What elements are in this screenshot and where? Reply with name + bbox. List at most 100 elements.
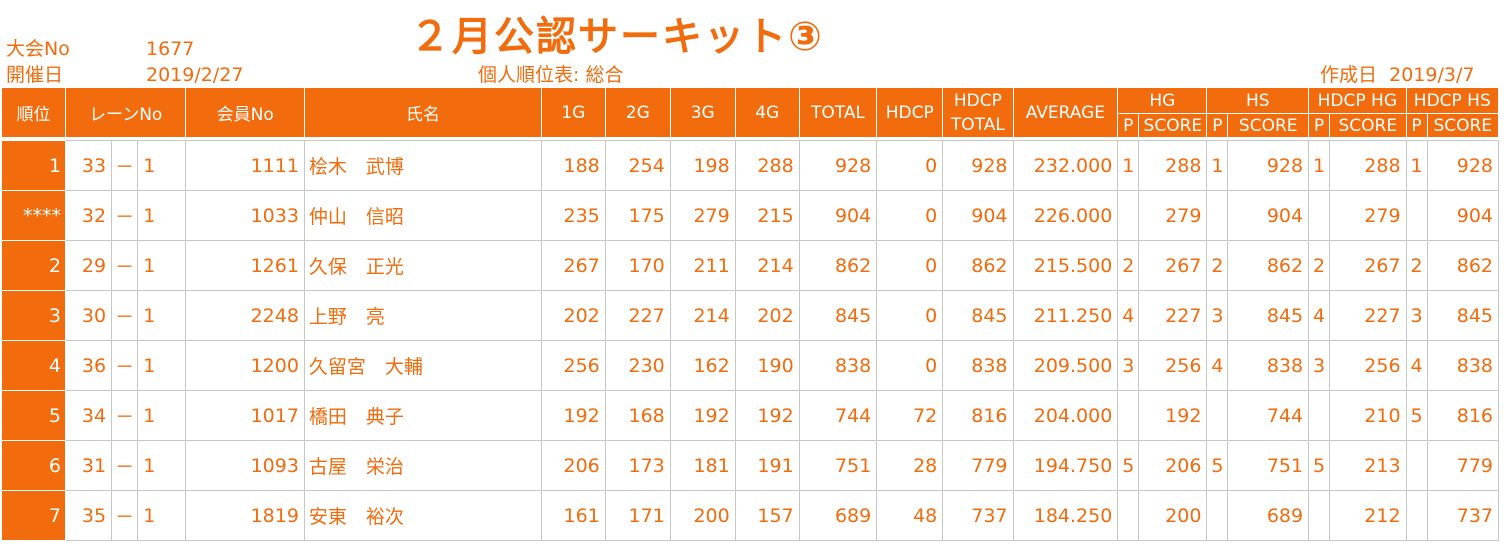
hdcp-total-cell: 816 xyxy=(942,390,1014,441)
hdcp-hs-place-cell: 5 xyxy=(1405,390,1428,441)
header-name: 氏名 xyxy=(303,87,542,138)
rank-cell: 7 xyxy=(1,490,66,541)
member-no-cell: 1200 xyxy=(185,340,305,391)
header-total: TOTAL xyxy=(798,87,878,138)
member-no-cell: 1093 xyxy=(185,440,305,491)
hdcp-hg-score-cell: 267 xyxy=(1329,240,1407,291)
hg-score-cell: 279 xyxy=(1138,190,1208,241)
hs-place-cell xyxy=(1206,490,1229,541)
hg-place-cell: 2 xyxy=(1117,240,1140,291)
hdcp-cell: 28 xyxy=(876,440,944,491)
game2-cell: 175 xyxy=(604,190,671,241)
hs-score-cell: 928 xyxy=(1227,140,1310,191)
hg-score-cell: 192 xyxy=(1138,390,1208,441)
tournament-no-value: 1677 xyxy=(146,38,195,60)
hdcp-hg-score-cell: 288 xyxy=(1329,140,1407,191)
game3-cell: 198 xyxy=(669,140,736,191)
lane-sub-cell: 1 xyxy=(137,390,187,441)
rank-cell: 4 xyxy=(1,340,66,391)
header-hdcp-total-line2: TOTAL xyxy=(950,114,1005,135)
hdcp-hs-place-cell xyxy=(1405,490,1428,541)
average-cell: 204.000 xyxy=(1012,390,1119,441)
lane-separator: － xyxy=(111,240,139,291)
hdcp-cell: 0 xyxy=(876,290,944,341)
hg-place-cell xyxy=(1117,190,1140,241)
game3-cell: 211 xyxy=(669,240,736,291)
header-member: 会員No xyxy=(185,87,305,138)
hdcp-total-cell: 928 xyxy=(942,140,1014,191)
hdcp-hg-place-cell: 5 xyxy=(1308,440,1331,491)
hdcp-hg-score-cell: 213 xyxy=(1329,440,1407,491)
hdcp-hg-place-cell xyxy=(1308,390,1331,441)
player-name-cell: 上野 亮 xyxy=(303,290,542,341)
game1-cell: 202 xyxy=(540,290,606,341)
lane-sub-cell: 1 xyxy=(137,240,187,291)
game2-cell: 230 xyxy=(604,340,671,391)
table-row: 3 30 － 1 2248 上野 亮 202 227 214 202 845 0… xyxy=(1,290,1500,341)
hdcp-hs-place-cell: 4 xyxy=(1405,340,1428,391)
average-cell: 226.000 xyxy=(1012,190,1119,241)
created-date: 作成日 2019/3/7 xyxy=(1320,60,1474,87)
hs-score-cell: 862 xyxy=(1227,240,1310,291)
hdcp-hs-place-cell: 2 xyxy=(1405,240,1428,291)
hdcp-cell: 72 xyxy=(876,390,944,441)
lane-sub-cell: 1 xyxy=(137,340,187,391)
header-g1: 1G xyxy=(540,87,606,138)
member-no-cell: 1261 xyxy=(185,240,305,291)
lane-cell: 35 xyxy=(64,490,113,541)
header-hdcp-hs: HDCP HS xyxy=(1405,87,1500,114)
hdcp-hs-score-cell: 737 xyxy=(1426,490,1500,541)
hg-score-cell: 256 xyxy=(1138,340,1208,391)
hs-score-cell: 845 xyxy=(1227,290,1310,341)
header-hdcp-total-line1: HDCP xyxy=(953,90,1002,111)
total-cell: 845 xyxy=(798,290,878,341)
hdcp-hg-place-cell: 3 xyxy=(1308,340,1331,391)
hdcp-total-cell: 862 xyxy=(942,240,1014,291)
hs-place-cell: 4 xyxy=(1206,340,1229,391)
game1-cell: 256 xyxy=(540,340,606,391)
header-hdcp-hg-score: SCORE xyxy=(1329,113,1407,138)
rank-cell: 5 xyxy=(1,390,66,441)
game1-cell: 192 xyxy=(540,390,606,441)
header-hg-score: SCORE xyxy=(1138,113,1208,138)
lane-cell: 30 xyxy=(64,290,113,341)
header-average: AVERAGE xyxy=(1012,87,1119,138)
hs-score-cell: 904 xyxy=(1227,190,1310,241)
member-no-cell: 1017 xyxy=(185,390,305,441)
game3-cell: 279 xyxy=(669,190,736,241)
game3-cell: 192 xyxy=(669,390,736,441)
hdcp-hg-score-cell: 256 xyxy=(1329,340,1407,391)
hdcp-hg-place-cell: 4 xyxy=(1308,290,1331,341)
player-name-cell: 安東 裕次 xyxy=(303,490,542,541)
lane-sub-cell: 1 xyxy=(137,290,187,341)
event-date: 開催日 2019/2/27 xyxy=(6,60,243,87)
hdcp-hs-score-cell: 862 xyxy=(1426,240,1500,291)
header-hdcp-hg: HDCP HG xyxy=(1308,87,1407,114)
player-name-cell: 仲山 信昭 xyxy=(303,190,542,241)
header-g2: 2G xyxy=(604,87,671,138)
hdcp-total-cell: 779 xyxy=(942,440,1014,491)
player-name-cell: 久留宮 大輔 xyxy=(303,340,542,391)
hdcp-hs-place-cell xyxy=(1405,440,1428,491)
hdcp-cell: 48 xyxy=(876,490,944,541)
hs-score-cell: 838 xyxy=(1227,340,1310,391)
header-g3: 3G xyxy=(669,87,736,138)
lane-cell: 34 xyxy=(64,390,113,441)
member-no-cell: 2248 xyxy=(185,290,305,341)
hdcp-hg-score-cell: 210 xyxy=(1329,390,1407,441)
header-hg: HG xyxy=(1117,87,1208,114)
game2-cell: 254 xyxy=(604,140,671,191)
hg-place-cell: 1 xyxy=(1117,140,1140,191)
lane-separator: － xyxy=(111,440,139,491)
table-row: 4 36 － 1 1200 久留宮 大輔 256 230 162 190 838… xyxy=(1,340,1500,391)
header-hdcp-hg-p: P xyxy=(1308,113,1331,138)
sheet-label: 個人順位表: 総合 xyxy=(478,64,624,86)
hdcp-total-cell: 737 xyxy=(942,490,1014,541)
hdcp-hs-score-cell: 845 xyxy=(1426,290,1500,341)
game1-cell: 235 xyxy=(540,190,606,241)
hdcp-cell: 0 xyxy=(876,340,944,391)
hg-score-cell: 206 xyxy=(1138,440,1208,491)
hdcp-total-cell: 845 xyxy=(942,290,1014,341)
game4-cell: 214 xyxy=(734,240,800,291)
lane-sub-cell: 1 xyxy=(137,140,187,191)
